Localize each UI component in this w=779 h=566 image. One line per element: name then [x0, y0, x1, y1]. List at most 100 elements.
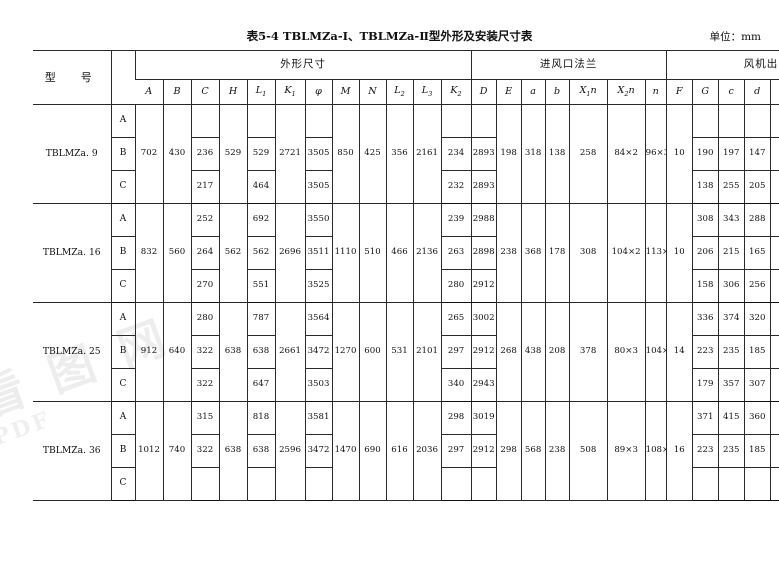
col-header-D: D: [470, 79, 497, 105]
cell-L3: 239: [440, 203, 472, 237]
cell-outlet-c: 360: [743, 401, 771, 435]
cell-C: [190, 104, 220, 138]
cell-C: 270: [190, 269, 220, 303]
cell-outlet-G: [717, 104, 745, 138]
cell-outlet-c: 185: [743, 434, 771, 468]
cell-outlet-d: 252: [769, 203, 779, 237]
cell-outlet-F: 158: [691, 269, 719, 303]
cell-outlet-G: 235: [717, 335, 745, 369]
table-row: B3226383472297291222323518517353×450×416…: [33, 335, 779, 369]
title-band: 表5-4 TBLMZa-Ⅰ、TBLMZa-Ⅱ型外形及安装尺寸表 单位：mm: [0, 28, 779, 48]
cell-A: 702: [134, 104, 164, 204]
table-row: C: [33, 467, 779, 501]
cell-outlet-c: 288: [743, 203, 771, 237]
cell-inlet-X2n: 113×3: [644, 203, 667, 303]
cell-K2: 2912: [470, 269, 497, 303]
cell-M: 1110: [331, 203, 360, 303]
cell-outlet-d: [769, 104, 779, 138]
cell-outlet-d: 129: [769, 368, 779, 402]
cell-K2: 2912: [470, 335, 497, 369]
cell-L3: 298: [440, 401, 472, 435]
cell-inlet-X2n: 104×4: [644, 302, 667, 402]
cell-outlet-d: 88: [769, 170, 779, 204]
cell-inlet-a: 208: [544, 302, 570, 402]
cell-inlet-D: 198: [495, 104, 522, 204]
subrow-label-C: C: [111, 368, 136, 402]
col-header-X2n: X2n: [606, 79, 646, 105]
cell-L3: 234: [440, 137, 472, 171]
cell-phi: [304, 104, 333, 138]
cell-outlet-G: 215: [717, 236, 745, 270]
cell-C: 217: [190, 170, 220, 204]
cell-K1: 551: [246, 269, 276, 303]
cell-L1: 2596: [274, 401, 306, 501]
cell-outlet-G: [717, 467, 745, 501]
cell-inlet-E: 568: [520, 401, 546, 501]
cell-phi: 3525: [304, 269, 333, 303]
cell-inlet-n: 10: [665, 104, 693, 204]
subrow-label-C: C: [111, 269, 136, 303]
header-group-row: 型 号 外形尺寸 进风口法兰 风机出口法兰 地脚 尺寸: [33, 50, 779, 105]
col-header-G: G: [691, 79, 719, 105]
cell-outlet-d: 156: [769, 236, 779, 270]
cell-inlet-n: 14: [665, 302, 693, 402]
cell-outlet-d: 108: [769, 269, 779, 303]
cell-outlet-c: 320: [743, 302, 771, 336]
cell-M: 850: [331, 104, 360, 204]
cell-L2: 531: [385, 302, 414, 402]
subrow-label-A: A: [110, 401, 136, 435]
col-header-b: b: [544, 79, 570, 105]
cell-H: 638: [218, 302, 248, 402]
cell-outlet-F: 223: [691, 434, 719, 468]
table-body: TBLMZa. 9 A 702 430 529 2721 850 425 356 2161 198 3…: [33, 104, 779, 501]
cell-phi: 3472: [304, 434, 333, 468]
cell-L3: [440, 104, 472, 138]
cell-phi: [304, 467, 333, 501]
cell-A: 912: [134, 302, 164, 402]
spec-table-container: 型 号 外形尺寸 进风口法兰 风机出口法兰 地脚 尺寸 A B C H L1 K…: [33, 50, 779, 501]
col-header-L3: L3: [412, 79, 442, 105]
cell-outlet-d: 140: [769, 137, 779, 171]
cell-phi: 3505: [304, 137, 333, 171]
cell-outlet-F: [691, 104, 719, 138]
cell-L2b: 2136: [412, 203, 442, 303]
cell-L1: 2661: [274, 302, 306, 402]
cell-outlet-c: 256: [743, 269, 771, 303]
cell-L2: 616: [385, 401, 414, 501]
cell-phi: 3550: [304, 203, 333, 237]
cell-inlet-E: 318: [520, 104, 546, 204]
cell-phi: 3503: [304, 368, 333, 402]
cell-L2b: 2161: [412, 104, 442, 204]
cell-L1: 2721: [274, 104, 306, 204]
cell-inlet-X2n: 108×5: [644, 401, 667, 501]
cell-outlet-G: 415: [717, 401, 745, 435]
cell-K2: [470, 467, 497, 501]
cell-K1: 647: [246, 368, 276, 402]
cell-inlet-D: 298: [495, 401, 522, 501]
cell-L3: 232: [440, 170, 472, 204]
col-header-d: d: [743, 79, 771, 105]
cell-M: 1470: [331, 401, 360, 501]
cell-inlet-E: 368: [520, 203, 546, 303]
cell-K2: 3019: [470, 401, 497, 435]
cell-K1: 638: [246, 335, 276, 369]
cell-B: 430: [162, 104, 192, 204]
cell-outlet-c: 185: [743, 335, 771, 369]
subrow-label-C: C: [111, 467, 136, 501]
cell-inlet-n: 16: [665, 401, 693, 501]
table-row: B2365293505234289319019714714057×354×312…: [33, 137, 779, 171]
cell-L3: 340: [440, 368, 472, 402]
group-header-outline: 外形尺寸: [134, 50, 472, 80]
cell-K1: 529: [246, 137, 276, 171]
table-row: TBLMZa. 36 A 1012 740 315 638 818 2596 3581 1470 6…: [33, 401, 779, 501]
cell-C: 236: [190, 137, 220, 171]
cell-K2: 2898: [470, 236, 497, 270]
spec-table: 型 号 外形尺寸 进风口法兰 风机出口法兰 地脚 尺寸 A B C H L1 K…: [33, 50, 779, 501]
cell-L2b: 2036: [412, 401, 442, 501]
col-header-phi: φ: [304, 79, 333, 105]
cell-outlet-G: 306: [717, 269, 745, 303]
cell-outlet-d: 173: [769, 434, 779, 468]
col-header-X3n: X3n: [769, 79, 779, 105]
cell-outlet-c: 307: [743, 368, 771, 402]
cell-outlet-G: 197: [717, 137, 745, 171]
